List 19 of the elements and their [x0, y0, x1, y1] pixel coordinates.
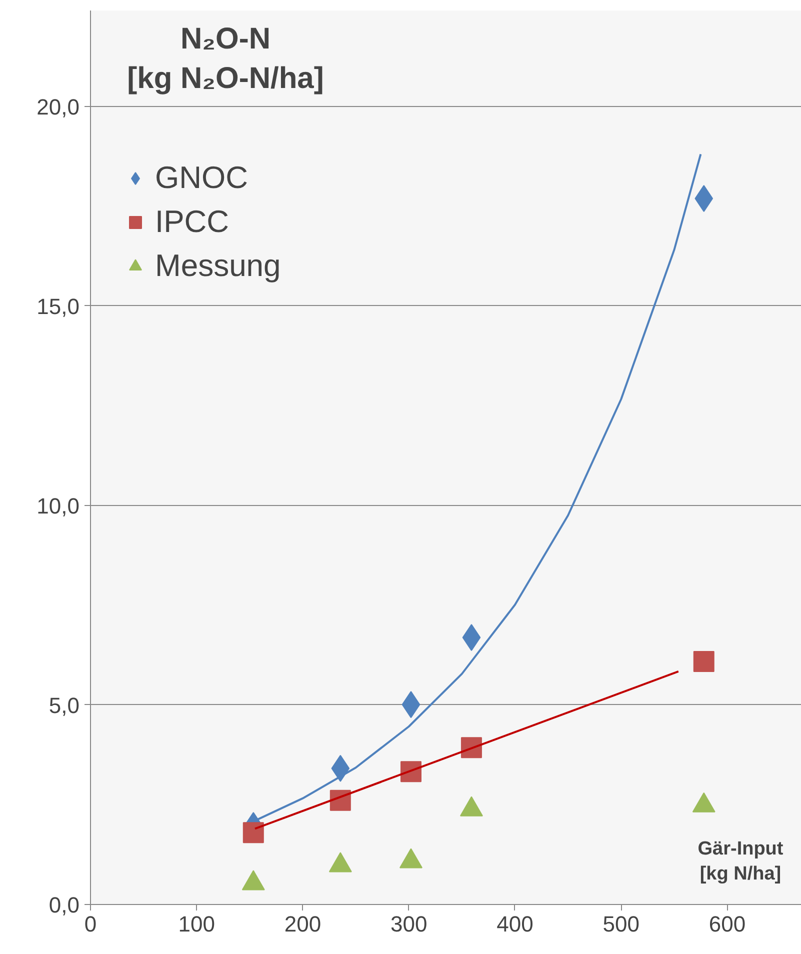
y-tick-label: 5,0: [48, 692, 80, 718]
y-tick-label: 10,0: [36, 493, 80, 518]
legend-label: GNOC: [155, 160, 248, 196]
y-tick-label: 20,0: [36, 94, 80, 120]
y-tick-label: 0,0: [48, 892, 80, 918]
x-tick-label: 0: [84, 912, 97, 936]
x-tick-label: 400: [496, 912, 534, 936]
point: [242, 822, 264, 844]
x-tick-label: 500: [602, 912, 640, 936]
legend-label: Messung: [155, 248, 281, 284]
point: [693, 650, 714, 672]
legend-label: IPCC: [155, 204, 230, 240]
y-axis-title: N₂O-N [kg N₂O-N/ha]: [127, 22, 324, 96]
x-tick-label: 600: [708, 912, 746, 936]
x-axis-title: Gär-Input [kg N/ha]: [698, 838, 784, 884]
y-tick-label: 15,0: [36, 294, 80, 319]
x-tick-label: 300: [390, 912, 428, 936]
x-tick-label: 200: [284, 912, 322, 936]
x-tick-label: 100: [178, 912, 215, 936]
